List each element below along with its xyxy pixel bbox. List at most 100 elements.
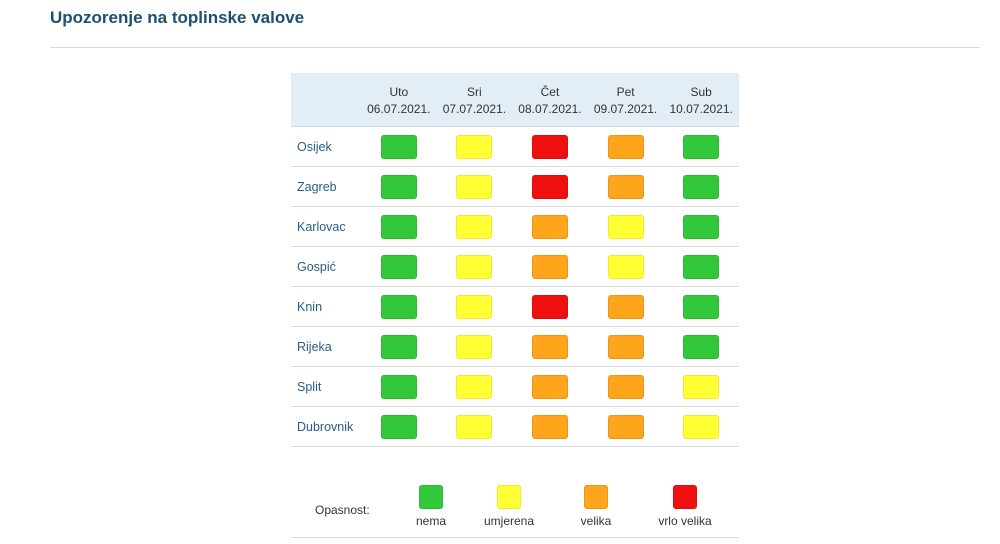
warning-cell	[588, 134, 664, 159]
legend-item: nema	[391, 485, 471, 528]
table-row: Zagreb	[291, 167, 739, 207]
warning-level-swatch	[607, 374, 644, 399]
warning-level-swatch	[380, 214, 417, 239]
legend-swatch	[673, 485, 697, 509]
day-date: 08.07.2021.	[518, 102, 582, 116]
warning-level-swatch	[607, 294, 644, 319]
day-name: Sub	[690, 85, 712, 99]
legend-swatch	[419, 485, 443, 509]
warning-level-swatch	[683, 174, 720, 199]
warning-cell	[437, 174, 513, 199]
city-link[interactable]: Gospić	[297, 259, 336, 274]
warning-cell	[437, 334, 513, 359]
warning-cell	[588, 254, 664, 279]
legend-item: velika	[556, 485, 636, 528]
warning-level-swatch	[456, 374, 493, 399]
warning-level-swatch	[531, 334, 568, 359]
city-link[interactable]: Zagreb	[297, 179, 337, 194]
warning-cell	[512, 374, 588, 399]
warning-cell	[588, 414, 664, 439]
legend-swatch	[497, 485, 521, 509]
legend-swatch	[584, 485, 608, 509]
city-link[interactable]: Rijeka	[297, 339, 332, 354]
warning-cell	[437, 134, 513, 159]
heatwave-table: Uto 06.07.2021. Sri 07.07.2021. Čet 08.07.2…	[291, 73, 739, 447]
warning-cell	[588, 294, 664, 319]
day-header: Pet 09.07.2021.	[588, 73, 664, 126]
warning-cell	[512, 334, 588, 359]
legend-item-label: nema	[415, 514, 447, 528]
warning-level-swatch	[531, 374, 568, 399]
warning-cell	[588, 374, 664, 399]
legend-item-label: velika	[580, 514, 612, 528]
warning-level-swatch	[683, 294, 720, 319]
warning-level-swatch	[683, 134, 720, 159]
warning-cell	[663, 254, 739, 279]
warning-level-swatch	[380, 414, 417, 439]
warning-cell	[437, 374, 513, 399]
warning-level-swatch	[531, 414, 568, 439]
day-header: Sri 07.07.2021.	[437, 73, 513, 126]
warning-cell	[512, 254, 588, 279]
warning-level-swatch	[531, 254, 568, 279]
table-row: Karlovac	[291, 207, 739, 247]
warning-level-swatch	[456, 214, 493, 239]
warning-level-swatch	[380, 374, 417, 399]
city-link[interactable]: Dubrovnik	[297, 419, 354, 434]
warning-level-swatch	[607, 334, 644, 359]
warning-cell	[588, 174, 664, 199]
warning-level-swatch	[456, 174, 493, 199]
warning-level-swatch	[683, 414, 720, 439]
day-name: Pet	[616, 85, 635, 99]
warning-level-swatch	[380, 174, 417, 199]
warning-cell	[663, 414, 739, 439]
day-name: Uto	[389, 85, 409, 99]
warning-level-swatch	[456, 134, 493, 159]
header-corner	[291, 73, 361, 126]
warning-cell	[437, 414, 513, 439]
warning-cell	[512, 214, 588, 239]
table-row: Gospić	[291, 247, 739, 287]
warning-cell	[588, 214, 664, 239]
legend-item-label: vrlo velika	[658, 514, 712, 528]
warning-cell	[663, 134, 739, 159]
warning-cell	[512, 174, 588, 199]
day-date: 06.07.2021.	[367, 102, 431, 116]
warning-level-swatch	[683, 214, 720, 239]
warning-level-swatch	[380, 294, 417, 319]
warning-level-swatch	[683, 374, 720, 399]
title-divider	[50, 47, 980, 48]
legend-item: vrlo velika	[645, 485, 725, 528]
page-title: Upozorenje na toplinske valove	[50, 8, 305, 27]
warning-cell	[361, 414, 437, 439]
warning-cell	[437, 214, 513, 239]
warning-level-swatch	[531, 294, 568, 319]
warning-level-swatch	[607, 134, 644, 159]
warning-cell	[361, 254, 437, 279]
table-body: Osijek Zagreb Karlovac Gospić Knin Rijeka Spli…	[291, 127, 739, 447]
warning-level-swatch	[531, 174, 568, 199]
table-row: Split	[291, 367, 739, 407]
day-header: Čet 08.07.2021.	[512, 73, 588, 126]
warning-cell	[663, 174, 739, 199]
warning-cell	[361, 334, 437, 359]
table-row: Rijeka	[291, 327, 739, 367]
warning-cell	[663, 334, 739, 359]
city-link[interactable]: Karlovac	[297, 219, 346, 234]
city-link[interactable]: Osijek	[297, 139, 332, 154]
table-row: Dubrovnik	[291, 407, 739, 447]
day-name: Čet	[540, 85, 560, 99]
warning-cell	[437, 294, 513, 319]
warning-cell	[663, 374, 739, 399]
warning-level-swatch	[456, 414, 493, 439]
warning-level-swatch	[683, 254, 720, 279]
day-date: 09.07.2021.	[593, 102, 658, 116]
warning-cell	[663, 214, 739, 239]
warning-cell	[361, 374, 437, 399]
city-link[interactable]: Knin	[297, 299, 323, 314]
city-link[interactable]: Split	[297, 379, 322, 394]
warning-level-swatch	[380, 334, 417, 359]
table-row: Knin	[291, 287, 739, 327]
warning-cell	[663, 294, 739, 319]
warning-level-swatch	[607, 254, 644, 279]
